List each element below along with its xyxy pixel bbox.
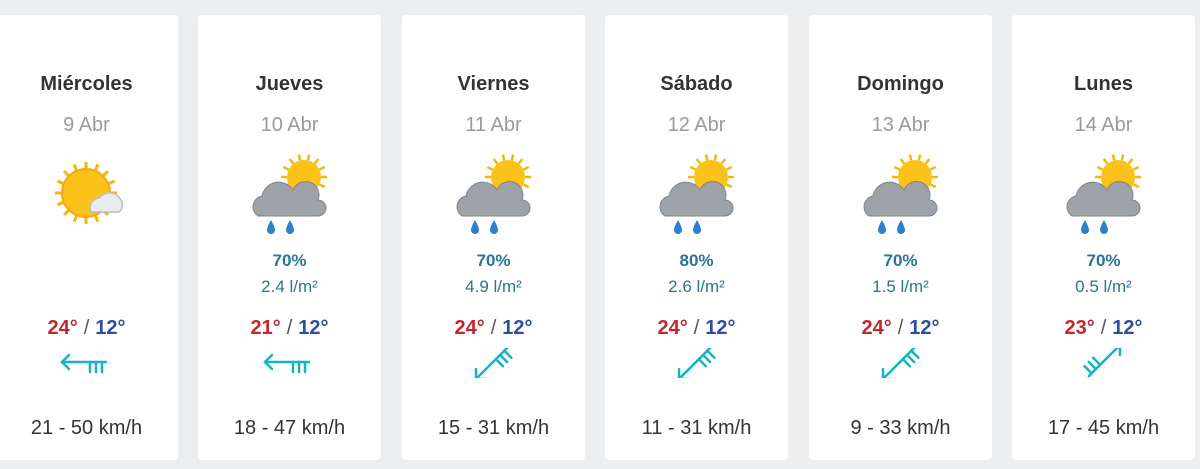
temp-min: 12°	[705, 317, 736, 339]
weather-icon	[659, 154, 734, 234]
day-card: Sábado 12 Abr 80% 2.6 l/m² 24°/12° 11 - 31 km…	[605, 15, 788, 460]
wind-speed: 18 - 47 km/h	[233, 417, 346, 439]
temp-min: 12°	[1112, 317, 1143, 339]
day-name: Jueves	[255, 73, 324, 95]
weather-icon	[863, 154, 938, 234]
temp-separator: /	[1100, 317, 1107, 339]
temp-max: 21°	[250, 317, 281, 339]
wind-icon	[1083, 348, 1122, 378]
temp-min: 12°	[95, 317, 126, 339]
precip-chance: 70%	[476, 251, 511, 270]
temp-max: 23°	[1064, 317, 1095, 339]
day-date: 9 Abr	[63, 114, 110, 136]
wind-speed: 17 - 45 km/h	[1047, 417, 1160, 439]
temp-max: 24°	[454, 317, 485, 339]
day-date: 11 Abr	[465, 114, 522, 136]
temp-separator: /	[897, 317, 904, 339]
day-date: 13 Abr	[871, 114, 930, 136]
temp-max: 24°	[657, 317, 688, 339]
day-name: Miércoles	[40, 73, 133, 95]
temp-min: 12°	[298, 317, 329, 339]
temperatures: 24°/12°	[809, 318, 992, 338]
day-name: Domingo	[857, 73, 944, 95]
temperatures: 23°/12°	[1012, 318, 1195, 338]
precip-amount: 2.6 l/m²	[668, 277, 725, 296]
wind-speed: 9 - 33 km/h	[850, 417, 951, 439]
precip-chance: 70%	[272, 251, 307, 270]
wind-speed: 15 - 31 km/h	[437, 417, 550, 439]
temperatures: 24°/12°	[0, 318, 178, 338]
day-card: Lunes 14 Abr 70% 0.5 l/m² 23°/12° 17 - 45 km/…	[1012, 15, 1195, 460]
temp-min: 12°	[502, 317, 533, 339]
day-date: 14 Abr	[1074, 114, 1133, 136]
temp-max: 24°	[47, 317, 78, 339]
day-name: Lunes	[1074, 73, 1133, 95]
weather-icon	[55, 162, 124, 224]
weather-icon	[252, 154, 327, 234]
wind-icon	[677, 348, 716, 378]
wind-icon	[474, 348, 513, 378]
day-name: Sábado	[660, 73, 733, 95]
temperatures: 21°/12°	[198, 318, 381, 338]
wind-icon	[263, 353, 311, 374]
day-name: Viernes	[457, 73, 530, 95]
temp-separator: /	[286, 317, 293, 339]
wind-speed: 11 - 31 km/h	[641, 417, 752, 439]
temperatures: 24°/12°	[605, 318, 788, 338]
wind-icon	[60, 353, 108, 374]
temp-separator: /	[490, 317, 497, 339]
temperatures: 24°/12°	[402, 318, 585, 338]
precip-chance: 70%	[1086, 251, 1121, 270]
precip-amount: 4.9 l/m²	[465, 277, 522, 296]
temp-separator: /	[693, 317, 700, 339]
wind-icon	[881, 348, 920, 378]
temp-max: 24°	[861, 317, 892, 339]
weather-icon	[1066, 154, 1141, 234]
day-card: Viernes 11 Abr 70% 4.9 l/m² 24°/12° 15 - 31 k…	[402, 15, 585, 460]
day-card: Jueves 10 Abr 70% 2.4 l/m² 21°/12° 18 - 47 km…	[198, 15, 381, 460]
precip-chance: 80%	[679, 251, 714, 270]
precip-amount: 0.5 l/m²	[1075, 277, 1132, 296]
day-date: 12 Abr	[667, 114, 726, 136]
wind-speed: 21 - 50 km/h	[30, 417, 143, 439]
day-card: Domingo 13 Abr 70% 1.5 l/m² 24°/12° 9 - 33 km…	[809, 15, 992, 460]
precip-chance: 70%	[883, 251, 918, 270]
precip-amount: 2.4 l/m²	[261, 277, 318, 296]
day-date: 10 Abr	[260, 114, 319, 136]
day-card: Miércoles 9 Abr 24°/12° 21 - 50 km/h	[0, 15, 178, 460]
weather-icon	[456, 154, 531, 234]
temp-min: 12°	[909, 317, 940, 339]
precip-amount: 1.5 l/m²	[872, 277, 929, 296]
temp-separator: /	[83, 317, 90, 339]
